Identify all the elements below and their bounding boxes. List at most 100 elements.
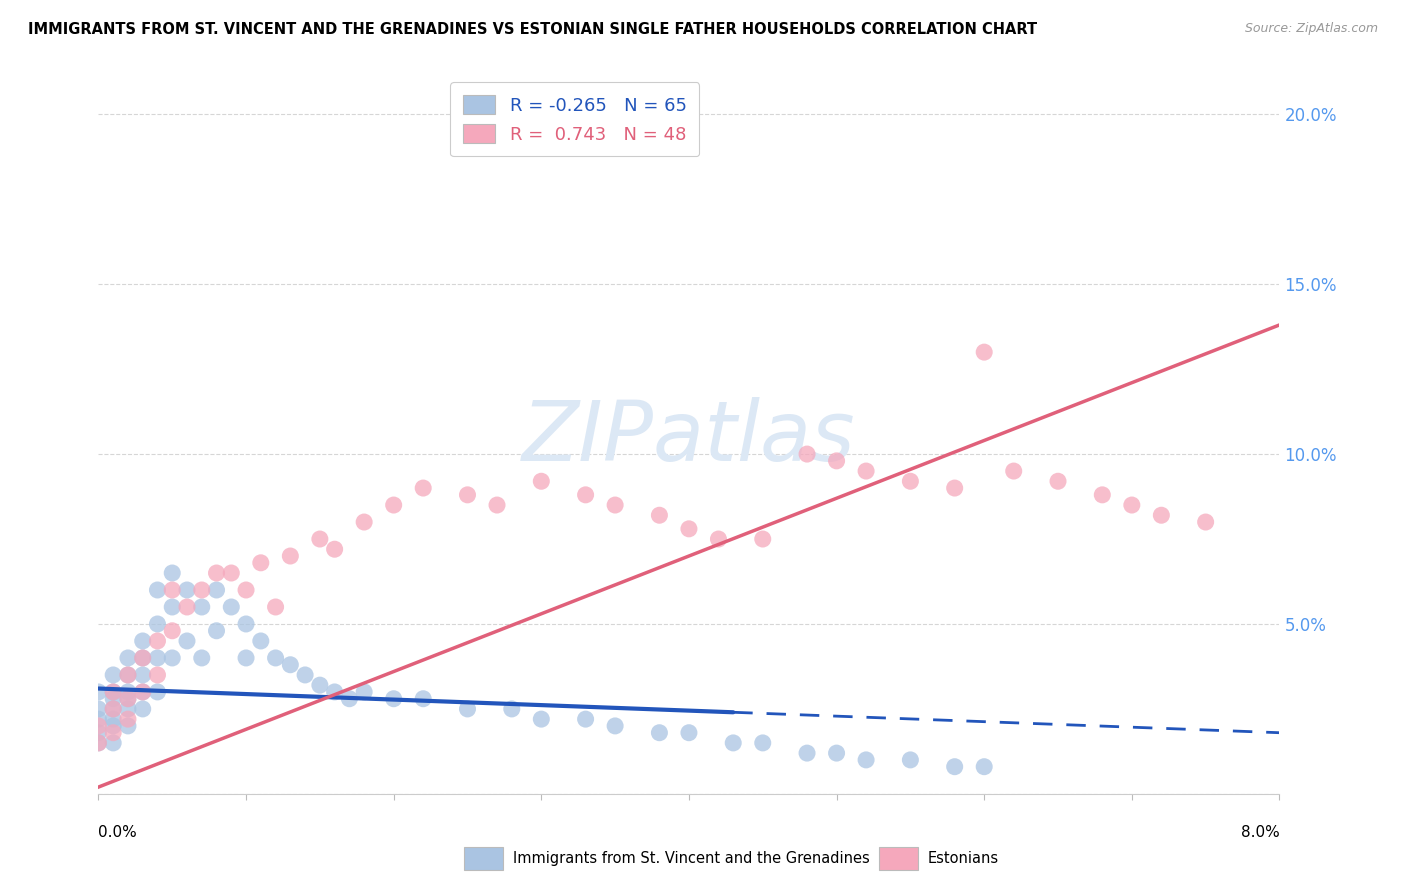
Legend: R = -0.265   N = 65, R =  0.743   N = 48: R = -0.265 N = 65, R = 0.743 N = 48 — [450, 82, 699, 156]
Point — [117, 685, 139, 699]
Point — [146, 651, 169, 665]
Point — [825, 746, 848, 760]
Point — [250, 634, 273, 648]
Point — [648, 725, 671, 739]
Point — [205, 566, 228, 580]
Point — [191, 651, 214, 665]
Point — [87, 725, 110, 739]
Text: 8.0%: 8.0% — [1240, 825, 1279, 840]
Point — [825, 454, 848, 468]
Point — [176, 582, 198, 597]
Point — [1046, 475, 1069, 489]
Text: IMMIGRANTS FROM ST. VINCENT AND THE GRENADINES VS ESTONIAN SINGLE FATHER HOUSEHO: IMMIGRANTS FROM ST. VINCENT AND THE GREN… — [28, 22, 1038, 37]
Point — [353, 515, 375, 529]
Point — [103, 725, 125, 739]
Point — [485, 498, 508, 512]
Point — [132, 685, 155, 699]
Point — [264, 599, 287, 614]
Point — [103, 702, 125, 716]
Point — [264, 651, 287, 665]
Point — [1121, 498, 1143, 512]
Y-axis label: Single Father Households: Single Father Households — [0, 340, 7, 534]
Point — [146, 668, 169, 682]
Point — [191, 582, 214, 597]
Point — [235, 582, 257, 597]
Point — [294, 668, 316, 682]
Point — [973, 760, 995, 774]
Point — [250, 556, 273, 570]
Point — [205, 582, 228, 597]
Point — [1194, 515, 1216, 529]
Point — [678, 522, 700, 536]
Point — [648, 508, 671, 523]
Text: Source: ZipAtlas.com: Source: ZipAtlas.com — [1244, 22, 1378, 36]
Point — [103, 702, 125, 716]
Point — [103, 668, 125, 682]
Point — [162, 599, 183, 614]
Point — [751, 736, 773, 750]
Point — [87, 702, 110, 716]
Point — [132, 702, 155, 716]
Point — [162, 624, 183, 638]
Point — [796, 746, 818, 760]
Text: ZIPatlas: ZIPatlas — [522, 397, 856, 477]
Point — [574, 488, 596, 502]
Point — [900, 475, 922, 489]
Point — [132, 668, 155, 682]
Point — [530, 475, 553, 489]
Point — [87, 712, 110, 726]
Point — [235, 651, 257, 665]
Point — [117, 691, 139, 706]
Point — [162, 651, 183, 665]
Point — [117, 702, 139, 716]
Point — [855, 753, 877, 767]
Point — [219, 599, 242, 614]
Point — [1150, 508, 1173, 523]
Point — [205, 624, 228, 638]
Point — [1091, 488, 1114, 502]
Point — [103, 685, 125, 699]
Point — [191, 599, 214, 614]
Point — [605, 719, 627, 733]
Point — [146, 685, 169, 699]
Point — [574, 712, 596, 726]
Point — [117, 712, 139, 726]
Point — [501, 702, 523, 716]
Point — [103, 691, 125, 706]
Point — [1002, 464, 1025, 478]
Point — [855, 464, 877, 478]
Point — [943, 481, 966, 495]
Point — [103, 719, 125, 733]
Point — [87, 719, 110, 733]
Point — [308, 532, 332, 546]
Point — [456, 702, 478, 716]
Point — [235, 617, 257, 632]
Point — [87, 685, 110, 699]
Point — [721, 736, 744, 750]
Point — [117, 668, 139, 682]
Point — [278, 549, 302, 563]
Point — [132, 634, 155, 648]
Point — [605, 498, 627, 512]
Point — [103, 712, 125, 726]
Point — [146, 634, 169, 648]
Point — [943, 760, 966, 774]
Point — [353, 685, 375, 699]
Point — [412, 691, 434, 706]
Point — [707, 532, 730, 546]
Point — [751, 532, 773, 546]
Point — [219, 566, 242, 580]
Point — [176, 599, 198, 614]
Point — [132, 685, 155, 699]
Point — [117, 719, 139, 733]
Point — [146, 617, 169, 632]
Point — [132, 651, 155, 665]
Point — [162, 566, 183, 580]
Point — [530, 712, 553, 726]
Point — [323, 685, 346, 699]
Point — [412, 481, 434, 495]
Text: 0.0%: 0.0% — [98, 825, 138, 840]
Point — [382, 498, 405, 512]
Point — [796, 447, 818, 461]
Point — [973, 345, 995, 359]
